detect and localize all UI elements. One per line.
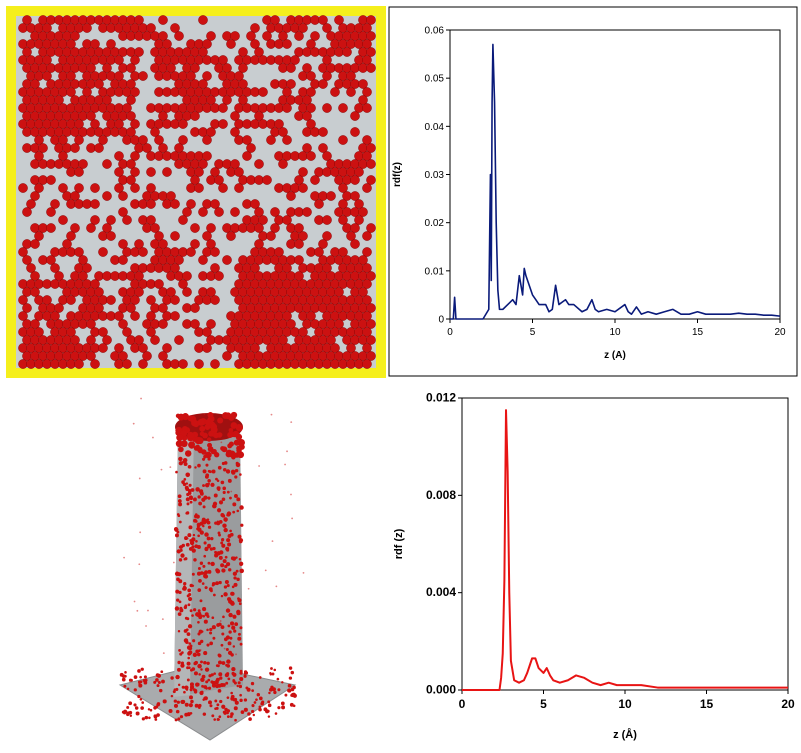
y-axis-label: rdf(z)	[392, 162, 403, 187]
x-tick-label: 5	[530, 327, 536, 338]
plot-area	[450, 30, 780, 319]
x-tick-label: 10	[618, 697, 632, 711]
rdf-chart-bottom-svg: 0.000 0.004 0.008 0.012 0 5 10 15 20 z (Å) rdf (z)	[388, 384, 801, 748]
y-tick-label: 0	[438, 315, 444, 326]
y-tick-label: 0.06	[425, 26, 445, 37]
x-tick-label: 10	[609, 327, 621, 338]
x-tick-label: 20	[781, 697, 795, 711]
y-tick-label: 0.008	[426, 488, 456, 502]
y-tick-label: 0.01	[425, 266, 445, 277]
rdf-chart-bottom: 0.000 0.004 0.008 0.012 0 5 10 15 20 z (Å) rdf (z)	[388, 384, 801, 748]
y-tick-label: 0.012	[426, 391, 456, 405]
x-tick-label: 20	[774, 327, 786, 338]
y-tick-label: 0.03	[425, 170, 445, 181]
x-tick-label: 15	[692, 327, 704, 338]
rdf-chart-top: 0 0.01 0.02 0.03 0.04 0.05 0.06 0 5 10 15 20 z (A) rd…	[388, 6, 800, 378]
pillar-snapshot-svg	[90, 385, 340, 745]
pillar-snapshot-image	[90, 385, 340, 745]
x-axis-label: z (Å)	[613, 728, 637, 741]
y-tick-label: 0.02	[425, 218, 445, 229]
x-tick-label: 5	[540, 697, 547, 711]
y-axis-label: rdf (z)	[393, 528, 405, 559]
rdf-series-line	[450, 44, 780, 319]
x-tick-label: 0	[447, 327, 453, 338]
surface-snapshot-svg	[6, 6, 386, 378]
surface-snapshot-image	[6, 6, 386, 378]
rdf-chart-top-svg: 0 0.01 0.02 0.03 0.04 0.05 0.06 0 5 10 15 20 z (A) rd…	[388, 6, 800, 378]
y-tick-label: 0.004	[426, 585, 456, 599]
y-tick-label: 0.05	[425, 74, 445, 85]
rdf-series-line	[462, 410, 788, 690]
y-tick-label: 0.000	[426, 683, 456, 697]
x-tick-label: 0	[459, 697, 466, 711]
x-tick-label: 15	[700, 697, 714, 711]
y-tick-label: 0.04	[425, 122, 445, 133]
x-axis-label: z (A)	[604, 350, 626, 361]
